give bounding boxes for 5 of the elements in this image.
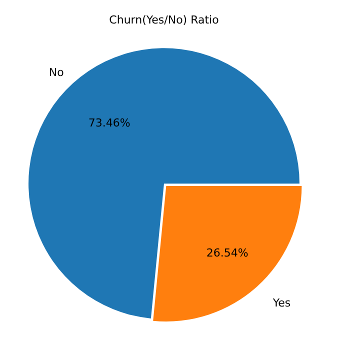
slice-label: Yes [272,296,291,310]
chart-title: Churn(Yes/No) Ratio [109,13,220,26]
slice-label: No [48,66,64,80]
data-label: 26.54% [206,246,248,260]
data-label: 73.46% [88,116,130,130]
